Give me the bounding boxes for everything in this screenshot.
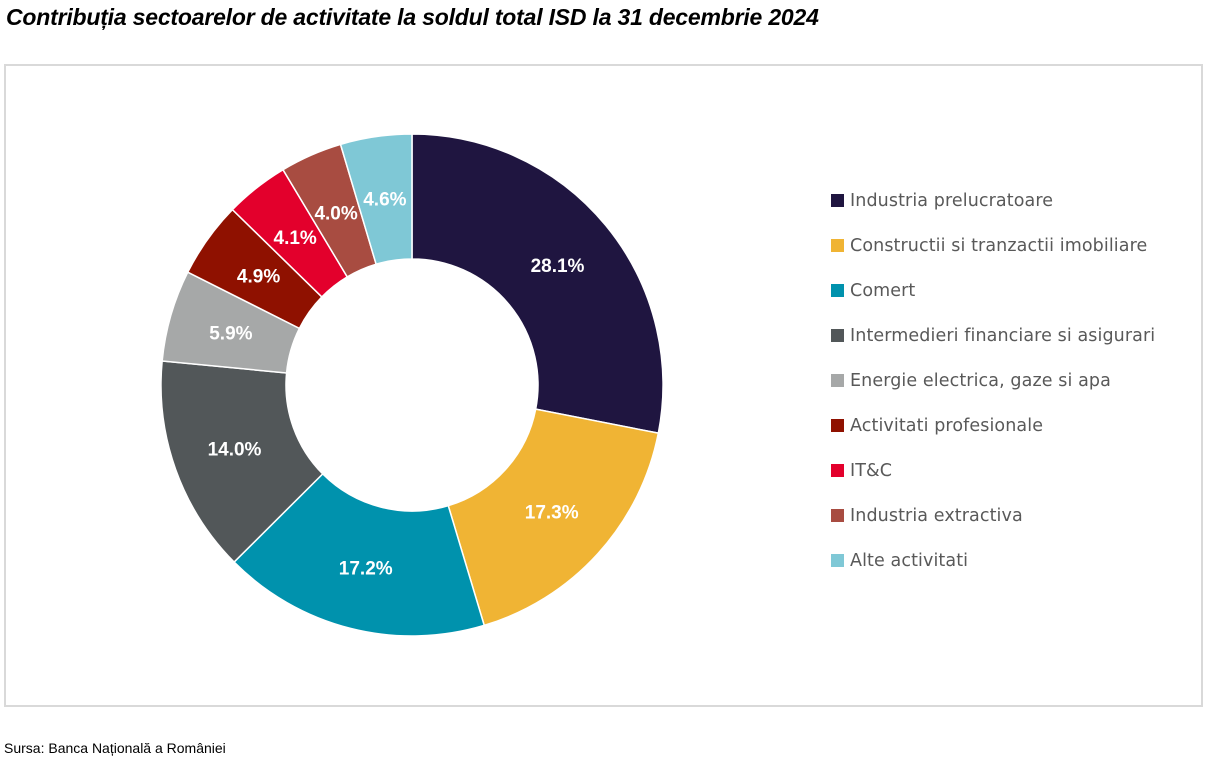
legend-marker-icon (831, 239, 844, 252)
data-label-activitati-profesionale: 4.9% (237, 266, 280, 287)
legend-marker-icon (831, 284, 844, 297)
data-label-industria-prelucratoare: 28.1% (531, 256, 585, 277)
slice-industria-prelucratoare (411, 133, 664, 435)
legend-item-activitati-profesionale: Activitati profesionale (831, 403, 1155, 448)
data-label-intermedieri-financiare-si-asigurari: 14.0% (208, 440, 262, 461)
legend-label: Intermedieri financiare si asigurari (850, 325, 1156, 346)
legend-marker-icon (831, 419, 844, 432)
legend-label: Energie electrica, gaze si apa (850, 370, 1111, 391)
legend-item-industria-prelucratoare: Industria prelucratoare (831, 178, 1155, 223)
legend-label: Comert (850, 280, 916, 301)
legend: Industria prelucratoare Constructii si tr… (831, 191, 1155, 599)
data-label-comert: 17.2% (339, 559, 393, 580)
slice-constructii-si-tranzactii-imobiliare (447, 408, 660, 627)
legend-item-energie-electrica-gaze-si-apa: Energie electrica, gaze si apa (831, 358, 1155, 403)
legend-marker-icon (831, 554, 844, 567)
data-label-industria-extractiva: 4.0% (314, 203, 357, 224)
data-label-it-c: 4.1% (274, 228, 317, 249)
data-label-constructii-si-tranzactii-imobiliare: 17.3% (525, 503, 579, 524)
legend-item-it-c: IT&C (831, 448, 1155, 493)
data-label-alte-activitati: 4.6% (363, 189, 406, 210)
source-note: Sursa: Banca Națională a României (4, 740, 226, 756)
legend-item-constructii-si-tranzactii-imobiliare: Constructii si tranzactii imobiliare (831, 223, 1155, 268)
legend-label: Activitati profesionale (850, 415, 1044, 436)
slice-alte-activitati (339, 133, 413, 266)
legend-marker-icon (831, 329, 844, 342)
legend-marker-icon (831, 509, 844, 522)
legend-label: Alte activitati (850, 550, 969, 571)
legend-marker-icon (831, 464, 844, 477)
legend-label: Constructii si tranzactii imobiliare (850, 235, 1148, 256)
legend-marker-icon (831, 194, 844, 207)
legend-item-intermedieri-financiare-si-asigurari: Intermedieri financiare si asigurari (831, 313, 1155, 358)
legend-label: Industria prelucratoare (850, 190, 1054, 211)
legend-label: IT&C (850, 460, 893, 481)
legend-item-industria-extractiva: Industria extractiva (831, 493, 1155, 538)
slice-comert (233, 472, 486, 637)
legend-marker-icon (831, 374, 844, 387)
legend-item-comert: Comert (831, 268, 1155, 313)
chart-title: Contribuția sectoarelor de activitate la… (6, 4, 819, 30)
data-label-energie-electrica-gaze-si-apa: 5.9% (209, 324, 252, 345)
legend-item-alte-activitati: Alte activitati (831, 538, 1155, 583)
legend-label: Industria extractiva (850, 505, 1023, 526)
slice-intermedieri-financiare-si-asigurari (160, 360, 324, 564)
